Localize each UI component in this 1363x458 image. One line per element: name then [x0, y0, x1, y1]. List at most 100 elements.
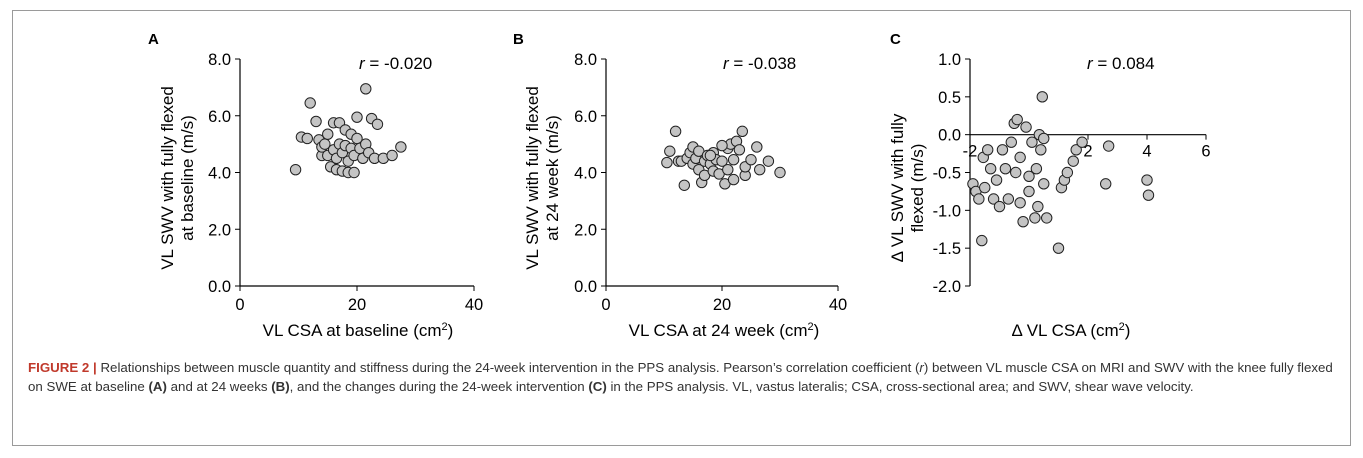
- data-point-c: [1035, 144, 1047, 156]
- data-point-c: [1070, 144, 1082, 156]
- caption-figure-label: FIGURE 2 |: [28, 360, 97, 375]
- data-point-b: [727, 154, 740, 166]
- data-point-b: [716, 139, 728, 152]
- panel-label-b: B: [513, 31, 524, 48]
- data-point-a: [348, 166, 360, 179]
- data-point-c: [1076, 136, 1088, 148]
- y-tick-label-c: 1.0: [938, 51, 961, 69]
- data-point-c: [1026, 136, 1038, 148]
- caption-ref-c: (C): [588, 379, 607, 394]
- caption-ref-a: (A): [148, 379, 167, 394]
- data-point-c: [1023, 170, 1035, 182]
- data-point-b: [774, 166, 786, 179]
- data-point-c: [984, 163, 997, 175]
- data-point-c: [1036, 91, 1048, 103]
- data-point-c: [1067, 155, 1079, 167]
- data-point-b: [678, 179, 690, 191]
- x-tick-label-b: 0: [601, 296, 610, 314]
- data-point-b: [733, 144, 746, 156]
- data-point-c: [1011, 113, 1023, 126]
- data-point-a: [351, 111, 363, 123]
- data-point-c: [1030, 163, 1043, 175]
- y-tick-label-b: 6.0: [574, 108, 597, 126]
- panel-b: B r = -0.038 VL SWV with fully flexed at…: [513, 31, 847, 340]
- x-tick-label-b: 40: [829, 296, 847, 314]
- data-point-c: [1052, 242, 1065, 254]
- caption-ref-b: (B): [271, 379, 290, 394]
- x-tick-label-c: 6: [1201, 143, 1210, 161]
- data-point-b: [716, 155, 728, 167]
- y-tick-label-b: 8.0: [574, 51, 597, 69]
- figure-caption: FIGURE 2 | Relationships between muscle …: [28, 358, 1338, 396]
- data-point-c: [1029, 212, 1041, 224]
- data-point-c: [1041, 212, 1053, 224]
- correlation-label-c: r = 0.084: [1087, 54, 1155, 73]
- x-tick-label-c: 2: [1083, 143, 1092, 161]
- data-point-c: [976, 234, 988, 247]
- caption-text: , and the changes during the 24-week int…: [289, 379, 589, 394]
- data-point-b: [669, 125, 682, 138]
- y-axis-label-b-line1: VL SWV with fully flexed: [523, 86, 542, 270]
- data-point-c: [993, 200, 1006, 213]
- data-point-c: [1061, 166, 1074, 179]
- x-tick-label-a: 20: [348, 296, 366, 314]
- figure-frame: [12, 10, 1351, 446]
- caption-text: ) between VL muscle CSA on MRI and SWV w…: [28, 360, 1333, 394]
- data-point-b: [722, 163, 734, 176]
- y-tick-label-c: -1.5: [933, 240, 961, 258]
- data-point-c: [1010, 166, 1022, 179]
- data-point-a: [301, 132, 313, 145]
- data-point-c: [1142, 189, 1155, 201]
- data-point-c: [1005, 136, 1017, 148]
- y-axis-label-b-line2: at 24 week (m/s): [543, 115, 562, 241]
- y-tick-label-b: 4.0: [574, 165, 597, 183]
- correlation-label-a: r = -0.020: [359, 54, 432, 73]
- y-tick-label-c: -0.5: [933, 165, 961, 183]
- data-point-c: [1038, 132, 1050, 145]
- y-axis-label-a-line2: at baseline (m/s): [178, 115, 197, 241]
- panel-label-c: C: [890, 31, 901, 48]
- data-point-c: [1002, 193, 1015, 205]
- y-tick-label-c: -2.0: [933, 278, 961, 296]
- panel-label-a: A: [148, 31, 159, 48]
- data-point-a: [386, 149, 398, 162]
- x-tick-label-b: 20: [713, 296, 731, 314]
- caption-text: and at 24 weeks: [166, 379, 272, 394]
- caption-text: in the PPS analysis. VL, vastus laterali…: [606, 379, 1194, 394]
- data-point-b: [664, 145, 676, 157]
- data-point-c: [973, 193, 985, 205]
- data-point-b: [751, 141, 763, 153]
- data-point-c: [1014, 151, 1026, 164]
- data-point-c: [1023, 185, 1035, 198]
- x-tick-label-c: -2: [963, 143, 978, 161]
- caption-text: Relationships between muscle quantity an…: [96, 360, 920, 375]
- data-point-c: [987, 193, 1000, 205]
- data-point-b: [736, 125, 748, 138]
- data-point-a: [289, 163, 302, 176]
- x-tick-label-a: 0: [235, 296, 244, 314]
- y-tick-label-a: 2.0: [208, 221, 231, 239]
- data-point-c: [1017, 215, 1029, 228]
- data-point-c: [996, 144, 1009, 156]
- y-axis-label-c-line2: flexed (m/s): [908, 144, 927, 233]
- x-axis-label-c: Δ VL CSA (cm2): [1012, 321, 1131, 340]
- data-point-c: [979, 181, 991, 194]
- y-axis-label-c-line1: Δ VL SWV with fully: [888, 113, 907, 262]
- y-tick-label-c: 0.0: [938, 127, 961, 145]
- panel-c: C r = 0.084 Δ VL SWV with fully flexed (…: [888, 31, 1211, 340]
- data-point-b: [727, 173, 740, 186]
- data-point-c: [1100, 178, 1112, 190]
- data-point-a: [322, 128, 334, 140]
- y-tick-label-a: 0.0: [208, 278, 231, 296]
- data-point-c: [1141, 174, 1153, 186]
- correlation-label-b: r = -0.038: [723, 54, 796, 73]
- data-point-b: [661, 156, 673, 169]
- data-point-c: [1038, 178, 1050, 190]
- data-point-c: [1102, 140, 1115, 152]
- x-tick-label-a: 40: [465, 296, 483, 314]
- data-point-b: [762, 155, 775, 167]
- data-point-c: [1020, 121, 1032, 133]
- y-tick-label-a: 8.0: [208, 51, 231, 69]
- y-tick-label-c: -1.0: [933, 202, 961, 220]
- figure-panels: A r = -0.020 VL SWV with fully flexed at…: [148, 31, 1211, 340]
